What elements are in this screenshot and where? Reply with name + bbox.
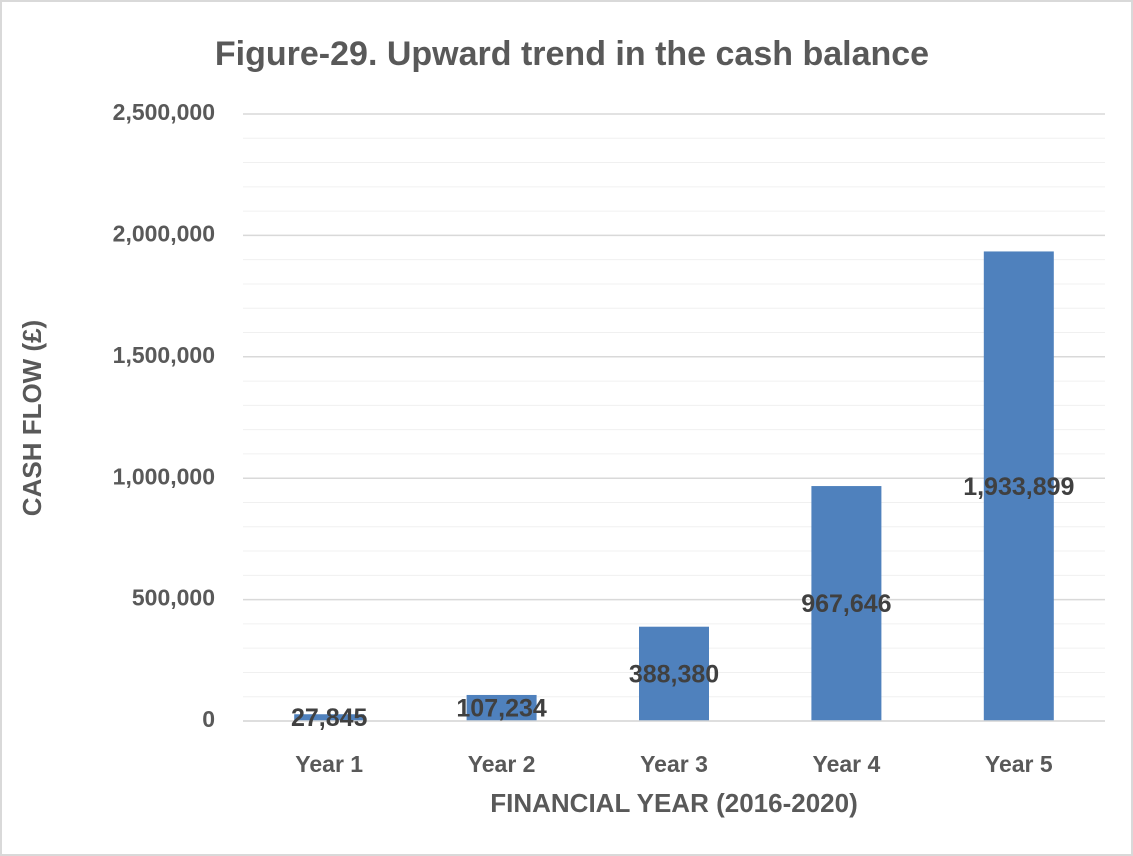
data-label: 1,933,899 [963, 473, 1074, 501]
data-label: 27,845 [291, 704, 368, 732]
y-tick-label: 1,500,000 [113, 342, 215, 368]
y-tick-label: 1,000,000 [113, 463, 215, 489]
y-tick-label: 2,500,000 [113, 99, 215, 125]
data-label: 107,234 [456, 695, 546, 723]
bar [639, 626, 709, 721]
x-tick-label: Year 5 [985, 751, 1053, 777]
x-tick-label: Year 2 [468, 751, 536, 777]
y-axis-title: CASH FLOW (£) [17, 320, 47, 516]
data-label: 388,380 [629, 660, 719, 688]
bar [983, 251, 1054, 721]
x-axis-title: FINANCIAL YEAR (2016-2020) [490, 788, 858, 818]
chart-title: Figure-29. Upward trend in the cash bala… [215, 35, 929, 73]
bar [294, 714, 365, 721]
x-tick-label: Year 3 [640, 751, 708, 777]
y-tick-label: 2,000,000 [113, 220, 215, 246]
x-tick-label: Year 4 [813, 751, 881, 777]
x-tick-label: Year 1 [295, 751, 363, 777]
y-tick-label: 500,000 [132, 585, 215, 611]
y-tick-label: 0 [202, 706, 215, 732]
bar [466, 694, 537, 721]
bar [811, 486, 882, 721]
data-label: 967,646 [801, 590, 891, 618]
